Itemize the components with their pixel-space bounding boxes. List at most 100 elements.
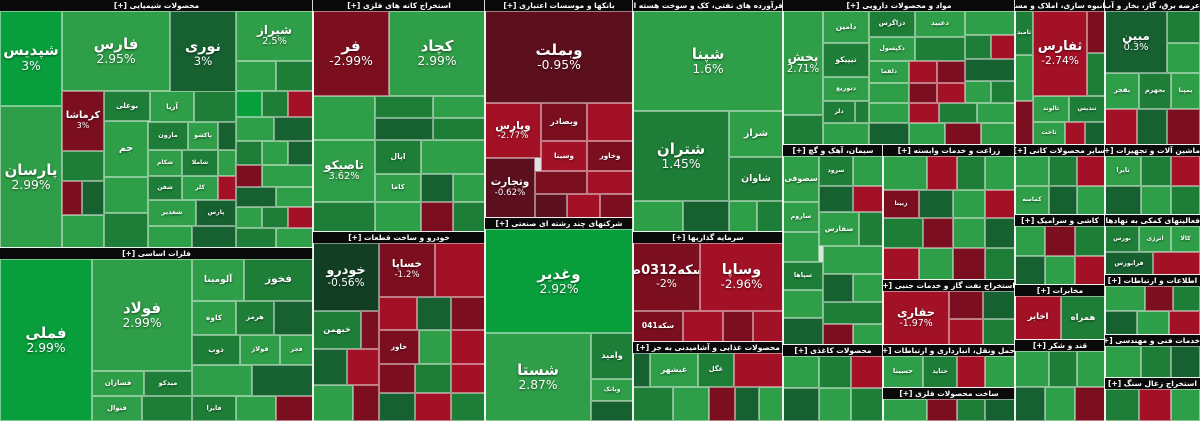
- stock-tile[interactable]: [451, 393, 485, 421]
- stock-tile-جم[interactable]: جم: [104, 121, 148, 177]
- stock-tile[interactable]: [379, 364, 415, 393]
- stock-tile[interactable]: [236, 187, 276, 207]
- stock-tile-دکپسول[interactable]: دکپسول: [869, 36, 915, 61]
- stock-tile-حسینا[interactable]: حسینا: [883, 356, 923, 388]
- stock-tile[interactable]: [985, 155, 1015, 190]
- stock-tile-بجهرم[interactable]: بجهرم: [1139, 73, 1171, 109]
- stock-tile[interactable]: [421, 174, 453, 202]
- stock-tile[interactable]: [957, 399, 985, 421]
- stock-tile[interactable]: [1171, 389, 1200, 421]
- stock-tile[interactable]: [957, 155, 985, 190]
- stock-tile[interactable]: [236, 117, 274, 141]
- stock-tile-بمپنا[interactable]: بمپنا: [1171, 73, 1200, 109]
- stock-tile[interactable]: [587, 171, 633, 194]
- stock-tile[interactable]: [236, 207, 262, 228]
- sector-header[interactable]: زراعت و خدمات وابسته [+]: [883, 145, 1015, 156]
- sector-header[interactable]: فرآورده های نفتی، کک و سوخت هسته ای [+]: [633, 0, 783, 11]
- sector-header[interactable]: استخراج زغال سنگ [+]: [1105, 378, 1200, 389]
- stock-tile[interactable]: [1105, 346, 1141, 378]
- stock-tile[interactable]: [1065, 122, 1085, 145]
- stock-tile-همراه[interactable]: همراه: [1061, 296, 1105, 340]
- stock-tile[interactable]: [104, 177, 148, 213]
- stock-tile-نوری[interactable]: نوری 3%: [170, 11, 236, 96]
- stock-tile-کاوه[interactable]: کاوه: [192, 301, 236, 335]
- sector-header[interactable]: قند و شکر [+]: [1015, 340, 1105, 351]
- stock-tile[interactable]: [262, 91, 288, 117]
- stock-tile-فنوال[interactable]: فنوال: [92, 396, 142, 421]
- sector-header[interactable]: عرضه برق، گاز، بخار و آب گرم [+]: [1105, 0, 1200, 11]
- stock-tile[interactable]: [62, 181, 82, 215]
- stock-tile[interactable]: [1167, 11, 1200, 43]
- stock-tile-حتاید[interactable]: حتاید: [923, 356, 957, 388]
- stock-tile-ثالوند[interactable]: ثالوند: [1033, 96, 1069, 122]
- stock-tile[interactable]: [262, 141, 288, 165]
- stock-tile-فولاد[interactable]: فولاد 2.99%: [92, 259, 192, 371]
- stock-tile-شغدیر[interactable]: شغدیر: [148, 200, 196, 226]
- stock-tile[interactable]: [1077, 186, 1105, 215]
- stock-tile[interactable]: [1105, 311, 1137, 335]
- stock-tile[interactable]: [1015, 155, 1049, 186]
- stock-tile-شاوان[interactable]: شاوان: [729, 156, 783, 201]
- stock-tile-وبملت[interactable]: وبملت -0.95%: [485, 11, 633, 103]
- stock-tile[interactable]: [236, 91, 262, 117]
- stock-tile[interactable]: [783, 232, 819, 262]
- stock-tile[interactable]: [783, 317, 823, 345]
- stock-tile[interactable]: [981, 123, 1015, 145]
- stock-tile[interactable]: [313, 349, 347, 385]
- sector-header[interactable]: فعالیتهای کمکی به نهادهای مالی [+]: [1105, 215, 1200, 226]
- stock-tile[interactable]: [953, 248, 985, 280]
- stock-tile[interactable]: [288, 91, 313, 117]
- stock-tile[interactable]: [313, 202, 375, 232]
- stock-tile[interactable]: [869, 103, 909, 123]
- stock-tile-خبهمن[interactable]: خبهمن: [313, 311, 361, 349]
- stock-tile-سرود[interactable]: سرود: [819, 155, 853, 186]
- stock-tile[interactable]: [587, 103, 633, 141]
- stock-tile[interactable]: [823, 246, 883, 274]
- stock-tile[interactable]: [753, 311, 783, 342]
- stock-tile-بورس[interactable]: بورس: [1105, 226, 1139, 252]
- stock-tile-کاما[interactable]: کاما: [375, 174, 421, 202]
- stock-tile[interactable]: [417, 297, 451, 330]
- stock-tile[interactable]: [379, 297, 417, 330]
- stock-tile[interactable]: [991, 35, 1015, 59]
- stock-tile-کلر[interactable]: کلر: [182, 176, 218, 200]
- stock-tile[interactable]: [1045, 387, 1075, 421]
- stock-tile-شتران[interactable]: شتران 1.45%: [633, 111, 729, 201]
- stock-tile[interactable]: [361, 311, 379, 349]
- stock-tile-سکه041[interactable]: سکه041: [633, 311, 683, 342]
- stock-tile-ثفارس[interactable]: ثفارس -2.74%: [1033, 11, 1087, 96]
- stock-tile[interactable]: [1077, 155, 1105, 186]
- stock-tile-کماسه[interactable]: کماسه: [1015, 186, 1049, 215]
- stock-tile-سفارس[interactable]: سفارس: [819, 212, 859, 246]
- stock-tile[interactable]: [823, 323, 853, 345]
- stock-tile-کچاد[interactable]: کچاد 2.99%: [389, 11, 485, 96]
- stock-tile[interactable]: [723, 311, 753, 342]
- stock-tile-حفاری[interactable]: حفاری -1.97%: [883, 291, 949, 345]
- stock-tile[interactable]: [985, 399, 1015, 421]
- stock-tile[interactable]: [819, 388, 851, 421]
- stock-tile-شفن[interactable]: شفن: [148, 176, 182, 200]
- sector-header[interactable]: انبوه سازی، املاک و مستغلات [+]: [1015, 0, 1105, 11]
- stock-tile[interactable]: [1049, 155, 1077, 186]
- stock-tile-ساروم[interactable]: ساروم: [783, 202, 819, 232]
- stock-tile-سصوفی[interactable]: سصوفی: [783, 155, 819, 202]
- stock-tile[interactable]: [919, 190, 953, 218]
- stock-tile-وخاور[interactable]: وخاور: [587, 141, 633, 171]
- stock-tile[interactable]: [1049, 186, 1077, 215]
- sector-header[interactable]: مواد و محصولات دارویی [+]: [783, 0, 1015, 11]
- stock-tile-فسازان[interactable]: فسازان: [92, 371, 144, 396]
- stock-tile[interactable]: [957, 356, 985, 388]
- sector-header[interactable]: سیمان، آهک و گچ [+]: [783, 145, 883, 156]
- stock-tile[interactable]: [218, 122, 236, 150]
- stock-tile-دزاگرس[interactable]: دزاگرس: [869, 11, 915, 37]
- stock-tile-فخوز[interactable]: فخوز: [244, 259, 313, 301]
- stock-tile[interactable]: [983, 291, 1015, 319]
- stock-tile[interactable]: [1087, 11, 1105, 53]
- stock-tile[interactable]: [953, 218, 985, 248]
- stock-tile-اخابر[interactable]: اخابر: [1015, 296, 1061, 340]
- stock-tile[interactable]: [535, 194, 567, 218]
- sector-header[interactable]: محصولات غذایی و آشامیدنی به جز [+]: [633, 342, 783, 353]
- stock-tile[interactable]: [1015, 387, 1045, 421]
- stock-tile[interactable]: [927, 399, 957, 421]
- stock-tile[interactable]: [379, 393, 415, 421]
